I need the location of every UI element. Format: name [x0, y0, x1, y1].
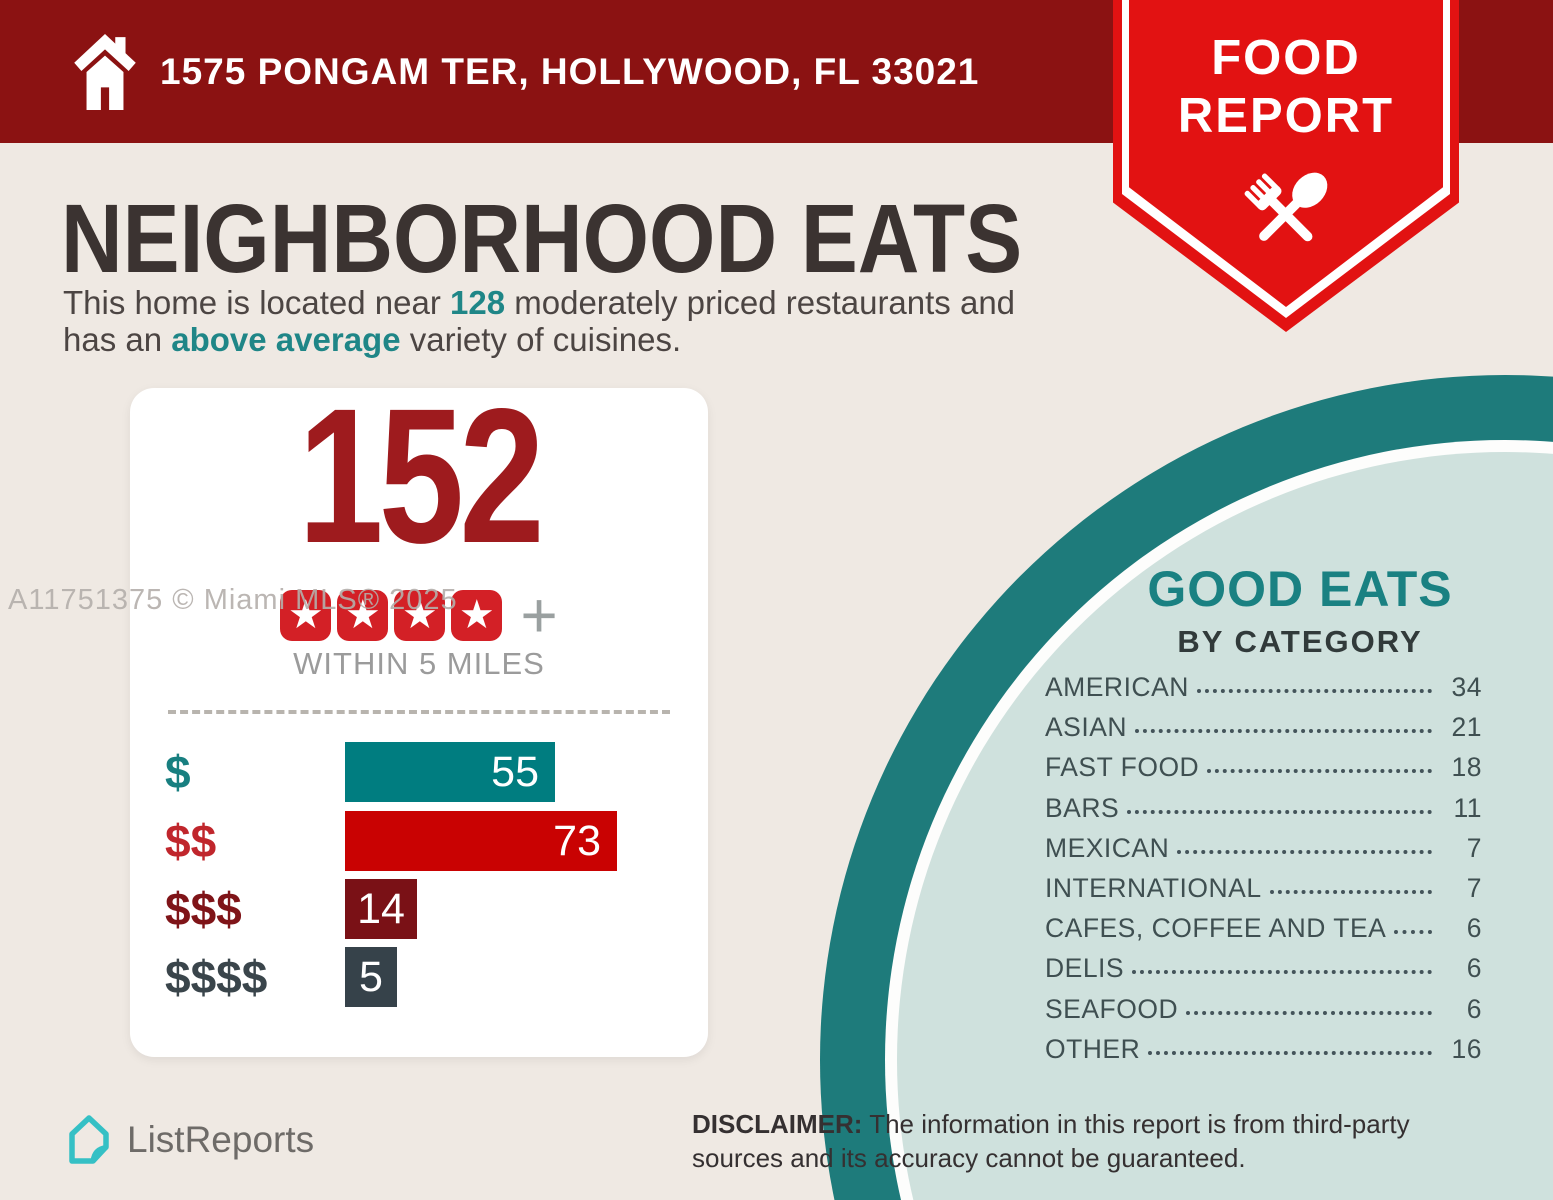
- plus-sign: +: [520, 579, 558, 651]
- disclaimer-text: The information in this report is from t…: [692, 1109, 1410, 1173]
- bar-value: 14: [357, 884, 405, 933]
- category-label: ASIAN: [1045, 712, 1128, 743]
- price-bar: 55: [345, 742, 555, 802]
- intro-text-pre: This home is located near: [63, 284, 451, 321]
- dotted-leader: [1186, 1010, 1432, 1015]
- restaurant-count: 128: [450, 284, 506, 321]
- price-bar: 5: [345, 947, 397, 1007]
- ribbon-title-report: REPORT: [1177, 89, 1395, 143]
- home-icon: [74, 33, 136, 110]
- listreports-icon: [69, 1115, 109, 1164]
- list-item: BARS 11: [1045, 793, 1482, 833]
- good-eats-list: AMERICAN 34 ASIAN 21 FAST FOOD 18 BARS 1…: [1045, 672, 1482, 1074]
- intro-line-1: This home is located near 128 moderately…: [63, 284, 1015, 321]
- dotted-leader: [1394, 930, 1432, 935]
- dotted-leader: [1127, 809, 1432, 814]
- bar-value: 55: [491, 747, 539, 796]
- category-label: OTHER: [1045, 1033, 1141, 1064]
- list-item: SEAFOOD 6: [1045, 994, 1482, 1034]
- dotted-leader: [1135, 729, 1432, 734]
- price-bar: 73: [345, 811, 617, 871]
- intro-line-2: has an above average variety of cuisines…: [63, 321, 1015, 358]
- dotted-leader: [1132, 970, 1432, 975]
- disclaimer-label: DISCLAIMER:: [692, 1109, 863, 1139]
- ribbon-title-food: FOOD: [1211, 31, 1361, 85]
- intro-text-pre2: has an: [63, 321, 172, 358]
- star-icon: ★: [451, 589, 503, 641]
- list-item: INTERNATIONAL 7: [1045, 873, 1482, 913]
- list-item: DELIS 6: [1045, 953, 1482, 993]
- good-eats-title: GOOD EATS: [1147, 561, 1453, 617]
- food-report-ribbon: FOOD REPORT: [1113, 0, 1459, 332]
- intro-text-mid: moderately priced restaurants and: [505, 284, 1016, 321]
- category-count: 7: [1466, 872, 1482, 903]
- bar-value: 5: [359, 952, 383, 1001]
- restaurant-summary-card: 152 ★ ★ ★ ★ + WITHIN 5 MILES $ 55 $$ 73 …: [130, 380, 708, 1057]
- good-eats-header: GOOD EATS BY CATEGORY: [1080, 560, 1520, 660]
- category-label: INTERNATIONAL: [1045, 872, 1262, 903]
- category-count: 18: [1451, 752, 1482, 783]
- mls-watermark: A11751375 © Miami MLS® 2025: [8, 584, 458, 616]
- category-count: 34: [1451, 672, 1482, 702]
- price-bar: 14: [345, 879, 417, 939]
- dotted-leader: [1196, 689, 1432, 693]
- dotted-leader: [1207, 769, 1432, 774]
- listreports-wordmark: ListReports: [127, 1119, 315, 1160]
- intro-text: This home is located near 128 moderately…: [63, 284, 1015, 358]
- category-label: FAST FOOD: [1045, 752, 1200, 783]
- price-label: $: [165, 746, 191, 798]
- star-rating: ★ ★ ★ ★ +: [130, 583, 708, 647]
- total-restaurants: 152: [298, 368, 545, 583]
- list-item: FAST FOOD 18: [1045, 752, 1482, 792]
- property-address: 1575 PONGAM TER, HOLLYWOOD, FL 33021: [160, 50, 980, 92]
- category-count: 7: [1466, 832, 1482, 863]
- star-icon: ★: [337, 589, 389, 641]
- price-bar-row: $ 55: [130, 742, 708, 802]
- good-eats-subtitle: BY CATEGORY: [1177, 624, 1423, 659]
- category-label: BARS: [1045, 792, 1120, 823]
- star-icon: ★: [394, 589, 446, 641]
- category-label: MEXICAN: [1045, 832, 1170, 863]
- disclaimer: DISCLAIMER: The information in this repo…: [692, 1108, 1502, 1176]
- dotted-leader: [1177, 849, 1432, 854]
- price-bar-row: $$$ 14: [130, 879, 708, 939]
- price-bar-row: $$$$ 5: [130, 947, 708, 1007]
- category-label: SEAFOOD: [1045, 993, 1179, 1024]
- category-count: 6: [1466, 953, 1482, 984]
- category-count: 6: [1466, 913, 1482, 944]
- variety-highlight: above average: [171, 321, 401, 358]
- price-label: $$$: [165, 883, 242, 935]
- category-count: 6: [1466, 993, 1482, 1024]
- category-count: 21: [1451, 712, 1482, 743]
- list-item: ASIAN 21: [1045, 712, 1482, 752]
- intro-text-post: variety of cuisines.: [400, 321, 682, 358]
- category-label: DELIS: [1045, 953, 1125, 984]
- dotted-leader: [1269, 889, 1432, 894]
- list-item: OTHER 16: [1045, 1034, 1482, 1074]
- list-item: MEXICAN 7: [1045, 833, 1482, 873]
- page-title: NEIGHBORHOOD EATS: [61, 184, 1023, 293]
- price-label: $$$$: [165, 951, 268, 1003]
- price-bar-row: $$ 73: [130, 811, 708, 871]
- spoon-fork-icon: [1244, 172, 1328, 242]
- category-label: CAFES, COFFEE AND TEA: [1045, 913, 1387, 944]
- bar-value: 73: [553, 816, 601, 865]
- dashed-divider: [168, 710, 670, 714]
- star-icon: ★: [280, 589, 332, 641]
- price-label: $$: [165, 815, 217, 867]
- category-label: AMERICAN: [1045, 672, 1189, 702]
- dotted-leader: [1148, 1050, 1432, 1055]
- list-item: CAFES, COFFEE AND TEA 6: [1045, 913, 1482, 953]
- category-count: 16: [1451, 1033, 1482, 1064]
- listreports-logo: ListReports: [63, 1112, 314, 1168]
- radius-label: WITHIN 5 MILES: [293, 646, 545, 681]
- list-item: AMERICAN 34: [1045, 672, 1482, 712]
- category-count: 11: [1453, 792, 1482, 823]
